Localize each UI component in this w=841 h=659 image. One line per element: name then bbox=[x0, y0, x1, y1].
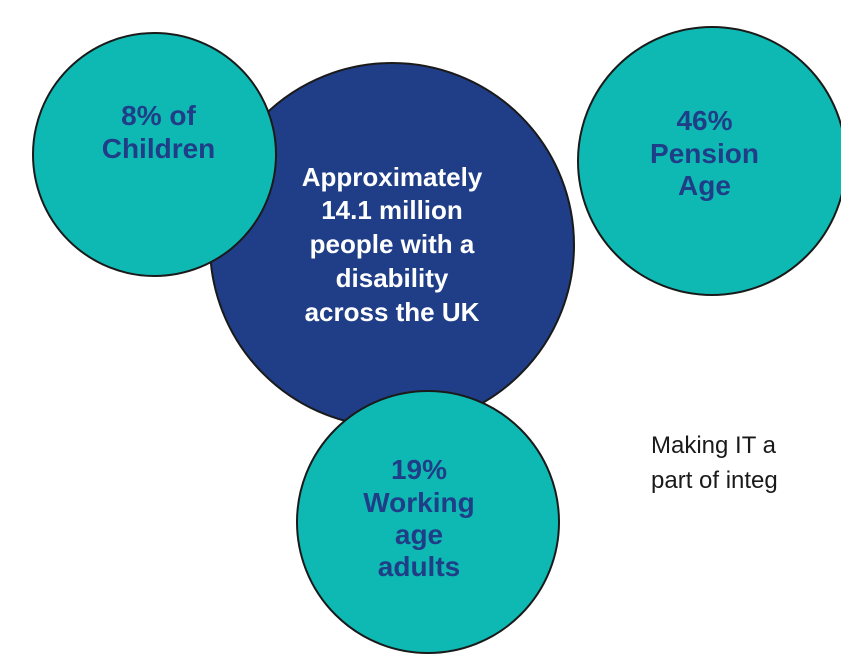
pension-age-circle-label: 46% Pension Age bbox=[650, 105, 759, 202]
main-circle: Approximately 14.1 million people with a… bbox=[209, 62, 575, 428]
working-age-circle-label: 19% Working age adults bbox=[363, 454, 475, 583]
children-circle: 8% of Children bbox=[32, 32, 277, 277]
children-circle-label: 8% of Children bbox=[101, 100, 216, 164]
main-circle-label: Approximately 14.1 million people with a… bbox=[301, 161, 483, 327]
pension-age-circle: 46% Pension Age bbox=[577, 26, 841, 296]
side-caption: Making IT a part of integ bbox=[651, 432, 778, 494]
working-age-circle: 19% Working age adults bbox=[296, 390, 560, 654]
